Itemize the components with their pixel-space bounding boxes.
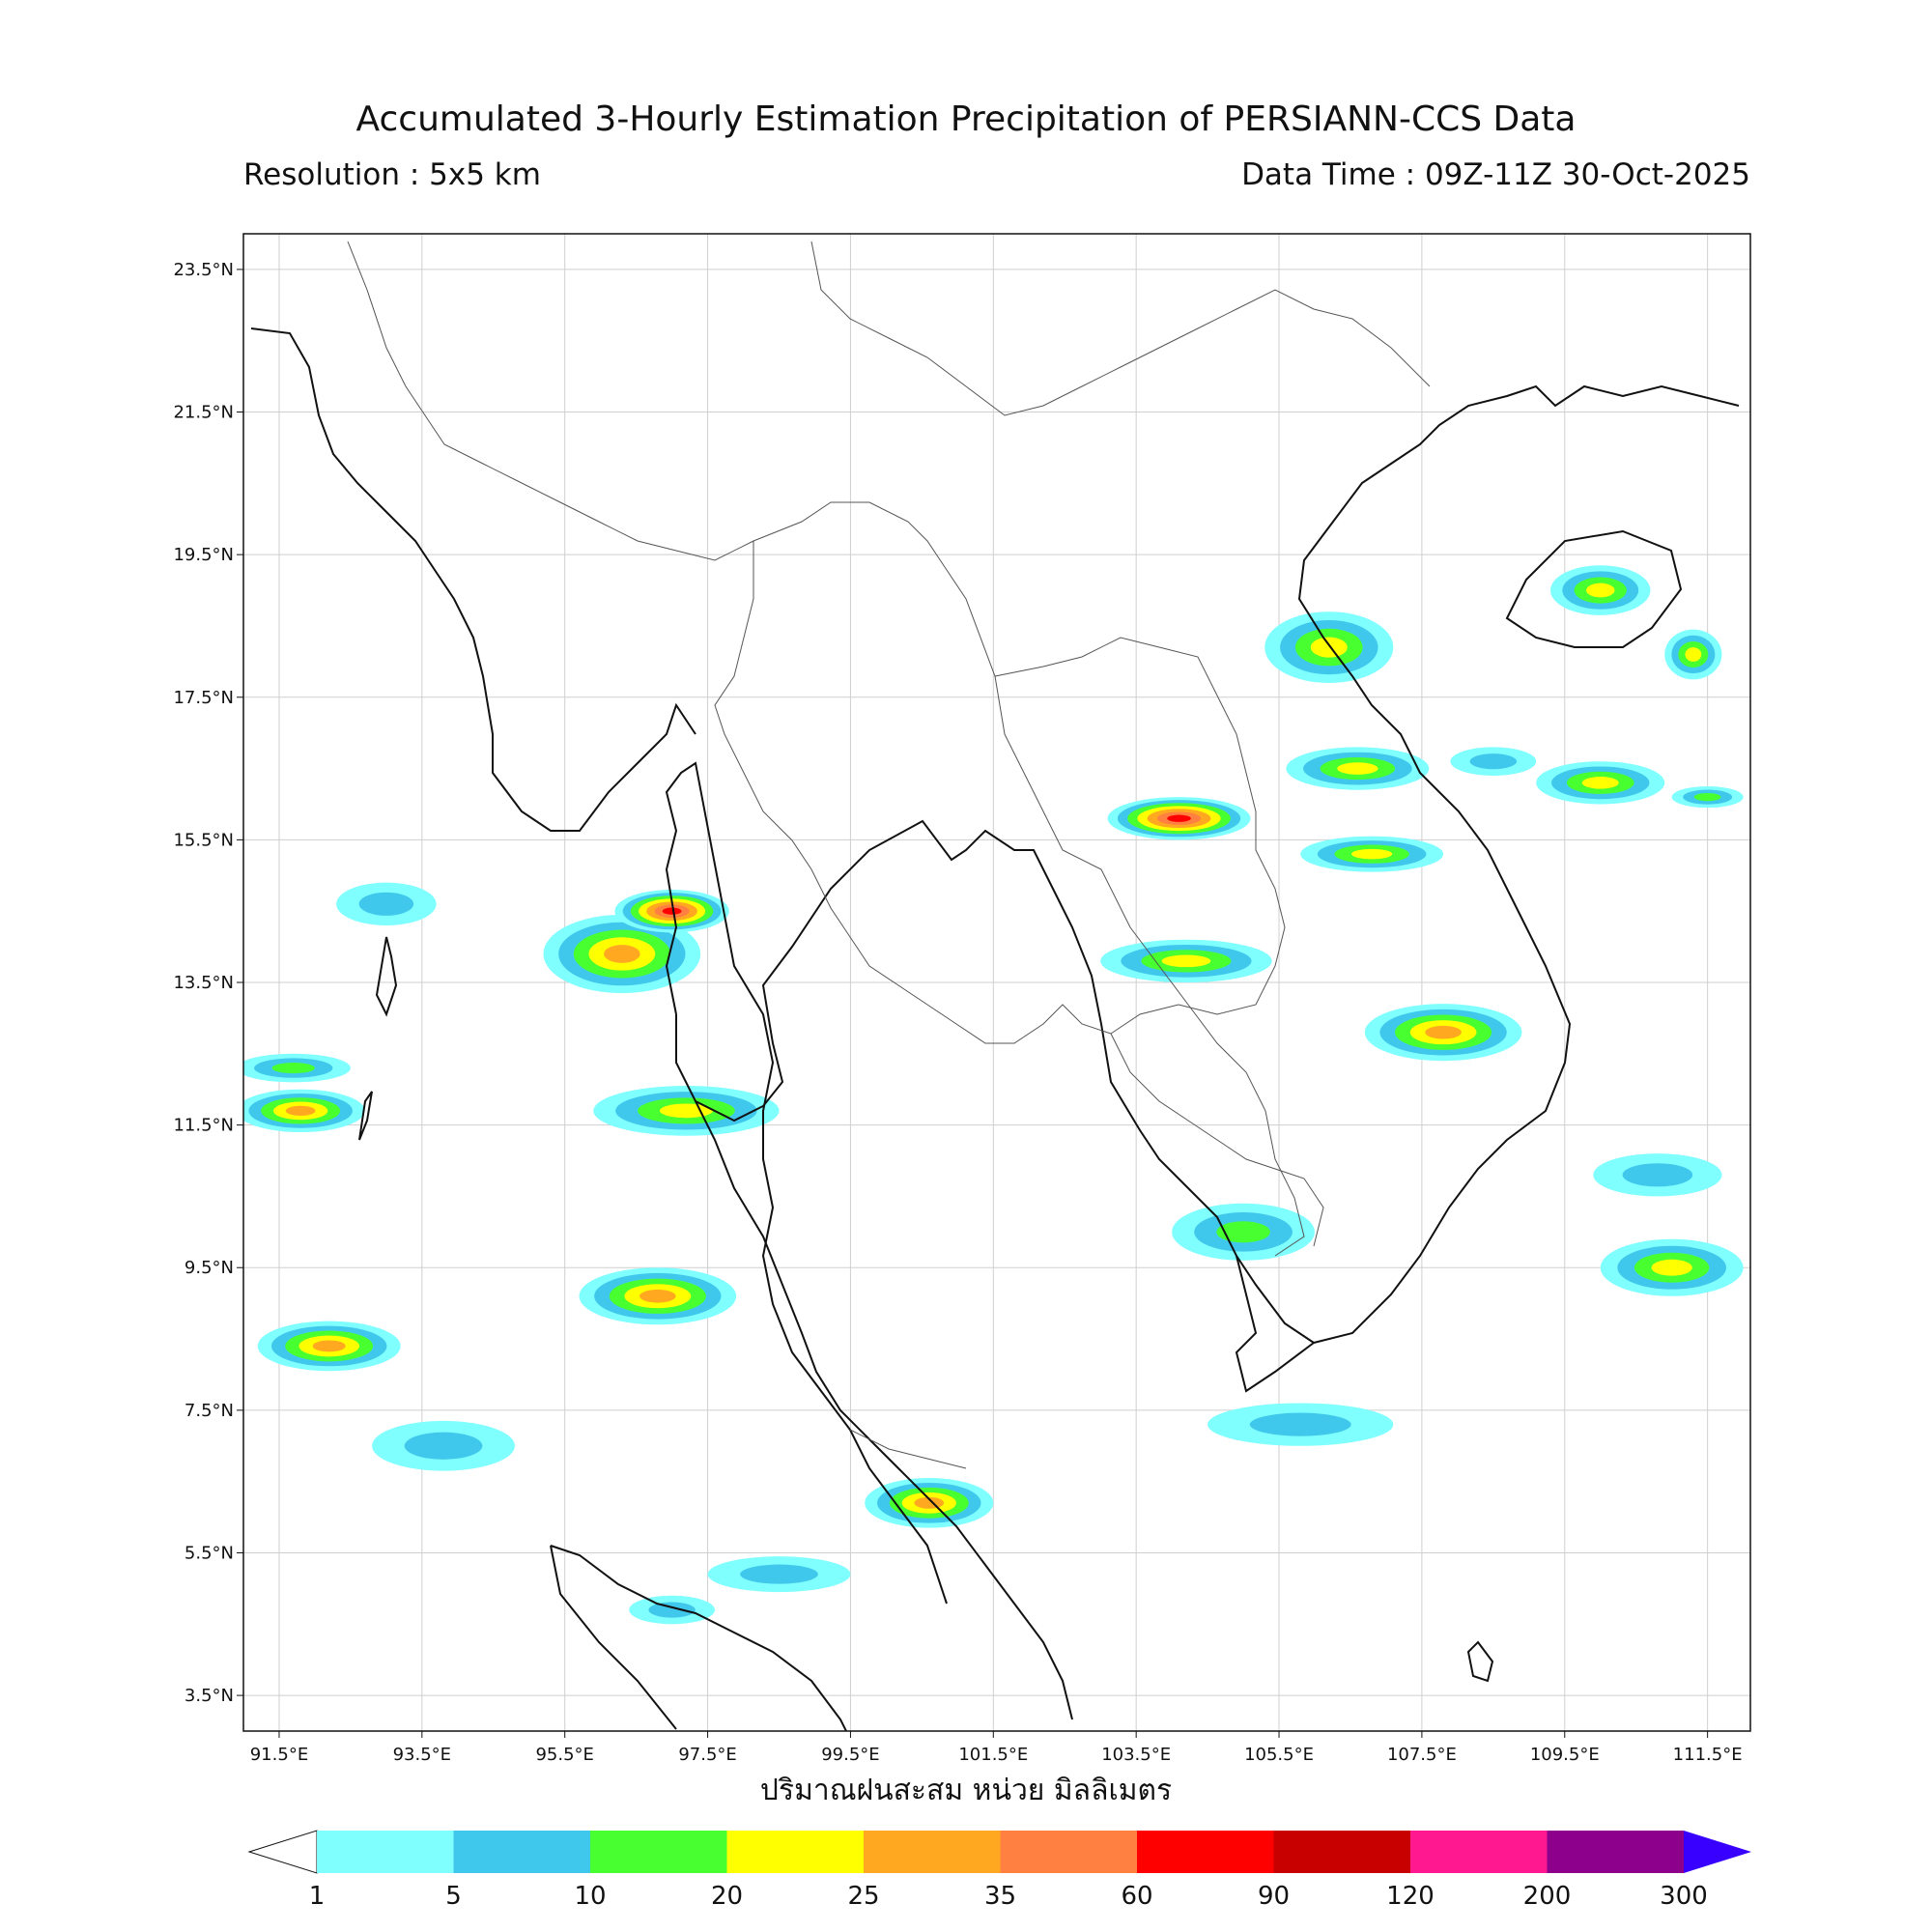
coastline-layer: [250, 327, 1740, 1731]
tick-label-lon-8: 107.5°E: [1387, 1745, 1457, 1765]
precip-cell-21-level-3: [1585, 582, 1615, 598]
precip-cell-15-level-3: [1581, 777, 1619, 789]
border-myanmar: [347, 241, 754, 561]
colorbar-tick-label-0: 1: [309, 1882, 326, 1911]
tick-label-lat-1: 21.5°N: [173, 403, 234, 423]
precip-cell-8-level-1: [404, 1432, 483, 1460]
tick-label-lon-3: 97.5°E: [678, 1745, 736, 1765]
colorbar-tick-label-3: 20: [711, 1882, 743, 1911]
colorbar-segment-7: [1273, 1831, 1410, 1873]
coastline-myanmar: [250, 327, 696, 832]
colorbar-segment-2: [590, 1831, 727, 1873]
tick-label-lon-9: 109.5°E: [1530, 1745, 1600, 1765]
tick-label-lat-3: 17.5°N: [173, 688, 234, 708]
axis-tick-labels: 91.5°E 93.5°E 95.5°E 97.5°E 99.5°E 101.5°E 103…: [173, 260, 1742, 1765]
precip-cell-25-level-1: [1622, 1163, 1693, 1187]
graticule: [243, 234, 1750, 1731]
tick-label-lon-4: 99.5°E: [821, 1745, 879, 1765]
border-laos-vietnam: [994, 675, 1305, 1257]
tick-label-lat-10: 3.5°N: [185, 1686, 234, 1706]
precip-cell-9-level-1: [740, 1564, 818, 1584]
colorbar-segment-9: [1547, 1831, 1684, 1873]
colorbar-segment-8: [1410, 1831, 1548, 1873]
coastline-mekong-delta: [1235, 1255, 1315, 1393]
colorbar-tick-label-9: 200: [1523, 1882, 1572, 1911]
colorbar-tick-label-7: 90: [1258, 1882, 1290, 1911]
colorbar-segment-3: [726, 1831, 864, 1873]
tick-label-lat-9: 5.5°N: [185, 1543, 234, 1563]
precip-cell-24-level-2: [1693, 792, 1721, 802]
precip-cell-22-level-3: [1685, 647, 1702, 662]
colorbar-tick-label-6: 60: [1121, 1882, 1152, 1911]
colorbar-tick-label-5: 35: [984, 1882, 1016, 1911]
tick-label-lon-0: 91.5°E: [250, 1745, 308, 1765]
precip-cell-6-level-4: [639, 1289, 676, 1303]
precip-cell-3-level-2: [271, 1063, 315, 1074]
border-layer: [347, 241, 1431, 1469]
precip-cell-0-level-4: [604, 945, 640, 963]
precip-cell-17-level-3: [1161, 954, 1211, 968]
tick-label-lon-6: 103.5°E: [1101, 1745, 1171, 1765]
tick-label-lon-1: 93.5°E: [393, 1745, 451, 1765]
coastline-andaman-islands: [358, 936, 398, 1141]
precip-cell-23-level-1: [1249, 1412, 1351, 1436]
coastline-borneo: [1466, 1640, 1494, 1683]
precip-cell-10-level-1: [648, 1602, 696, 1618]
precip-cell-4-level-4: [285, 1105, 316, 1116]
colorbar-tick-label-8: 120: [1386, 1882, 1435, 1911]
precipitation-layer: [243, 565, 1744, 1625]
precip-cell-14-level-3: [1310, 637, 1348, 658]
tick-label-lat-5: 13.5°N: [173, 973, 234, 993]
colorbar-tick-label-10: 300: [1660, 1882, 1708, 1911]
map-title: Accumulated 3-Hourly Estimation Precipit…: [355, 99, 1577, 139]
colorbar-under-arrow: [247, 1830, 318, 1874]
colorbar-segment-5: [1000, 1831, 1137, 1873]
tick-label-lon-10: 111.5°E: [1673, 1745, 1743, 1765]
precip-cell-18-level-4: [1425, 1025, 1462, 1039]
colorbar-segment-1: [453, 1831, 590, 1873]
tick-label-lat-8: 7.5°N: [185, 1401, 234, 1421]
colorbar-tick-label-2: 10: [574, 1882, 606, 1911]
coastline-indochina: [675, 384, 1740, 1345]
tick-label-lon-5: 101.5°E: [958, 1745, 1028, 1765]
colorbar-segment-4: [864, 1831, 1001, 1873]
precip-cell-1-level-6: [662, 907, 682, 915]
coastline-sumatra: [550, 1545, 848, 1731]
precip-cell-2-level-1: [358, 892, 414, 916]
precip-cell-19-level-2: [1216, 1221, 1270, 1243]
coastline-andaman: [665, 761, 948, 1605]
resolution-label: Resolution : 5x5 km: [243, 157, 541, 192]
x-axis-label: ปริมาณฝนสะสม หน่วย มิลลิเมตร: [759, 1774, 1173, 1807]
tick-label-lat-0: 23.5°N: [173, 260, 234, 280]
colorbar-tick-label-1: 5: [445, 1882, 462, 1911]
tick-label-lat-7: 9.5°N: [185, 1258, 234, 1278]
precip-cell-13-level-3: [1337, 762, 1378, 775]
colorbar: 1 5 10 20 25 35 60 90 120 200 300: [247, 1830, 1751, 1911]
data-time-label: Data Time : 09Z-11Z 30-Oct-2025: [1241, 157, 1750, 192]
border-china: [810, 241, 1431, 416]
colorbar-segment-6: [1137, 1831, 1274, 1873]
tick-label-lat-4: 15.5°N: [173, 830, 234, 850]
precip-cell-7-level-4: [312, 1340, 346, 1352]
colorbar-segment-0: [317, 1831, 454, 1873]
precip-cell-20-level-3: [1651, 1259, 1692, 1276]
coastline-hainan: [1505, 529, 1683, 648]
precip-cell-26-level-1: [1469, 753, 1518, 770]
tick-label-lat-2: 19.5°N: [173, 545, 234, 565]
border-thailand: [714, 501, 1286, 1044]
border-malaysia: [849, 1429, 967, 1469]
colorbar-over-arrow: [1684, 1831, 1751, 1873]
tick-label-lat-6: 11.5°N: [173, 1116, 234, 1136]
border-cambodia: [1110, 1033, 1324, 1247]
colorbar-tick-label-4: 25: [847, 1882, 879, 1911]
precip-cell-12-level-6: [1167, 814, 1191, 822]
precip-cell-16-level-3: [1351, 848, 1393, 860]
tick-label-lon-7: 105.5°E: [1244, 1745, 1314, 1765]
tick-label-lon-2: 95.5°E: [535, 1745, 593, 1765]
